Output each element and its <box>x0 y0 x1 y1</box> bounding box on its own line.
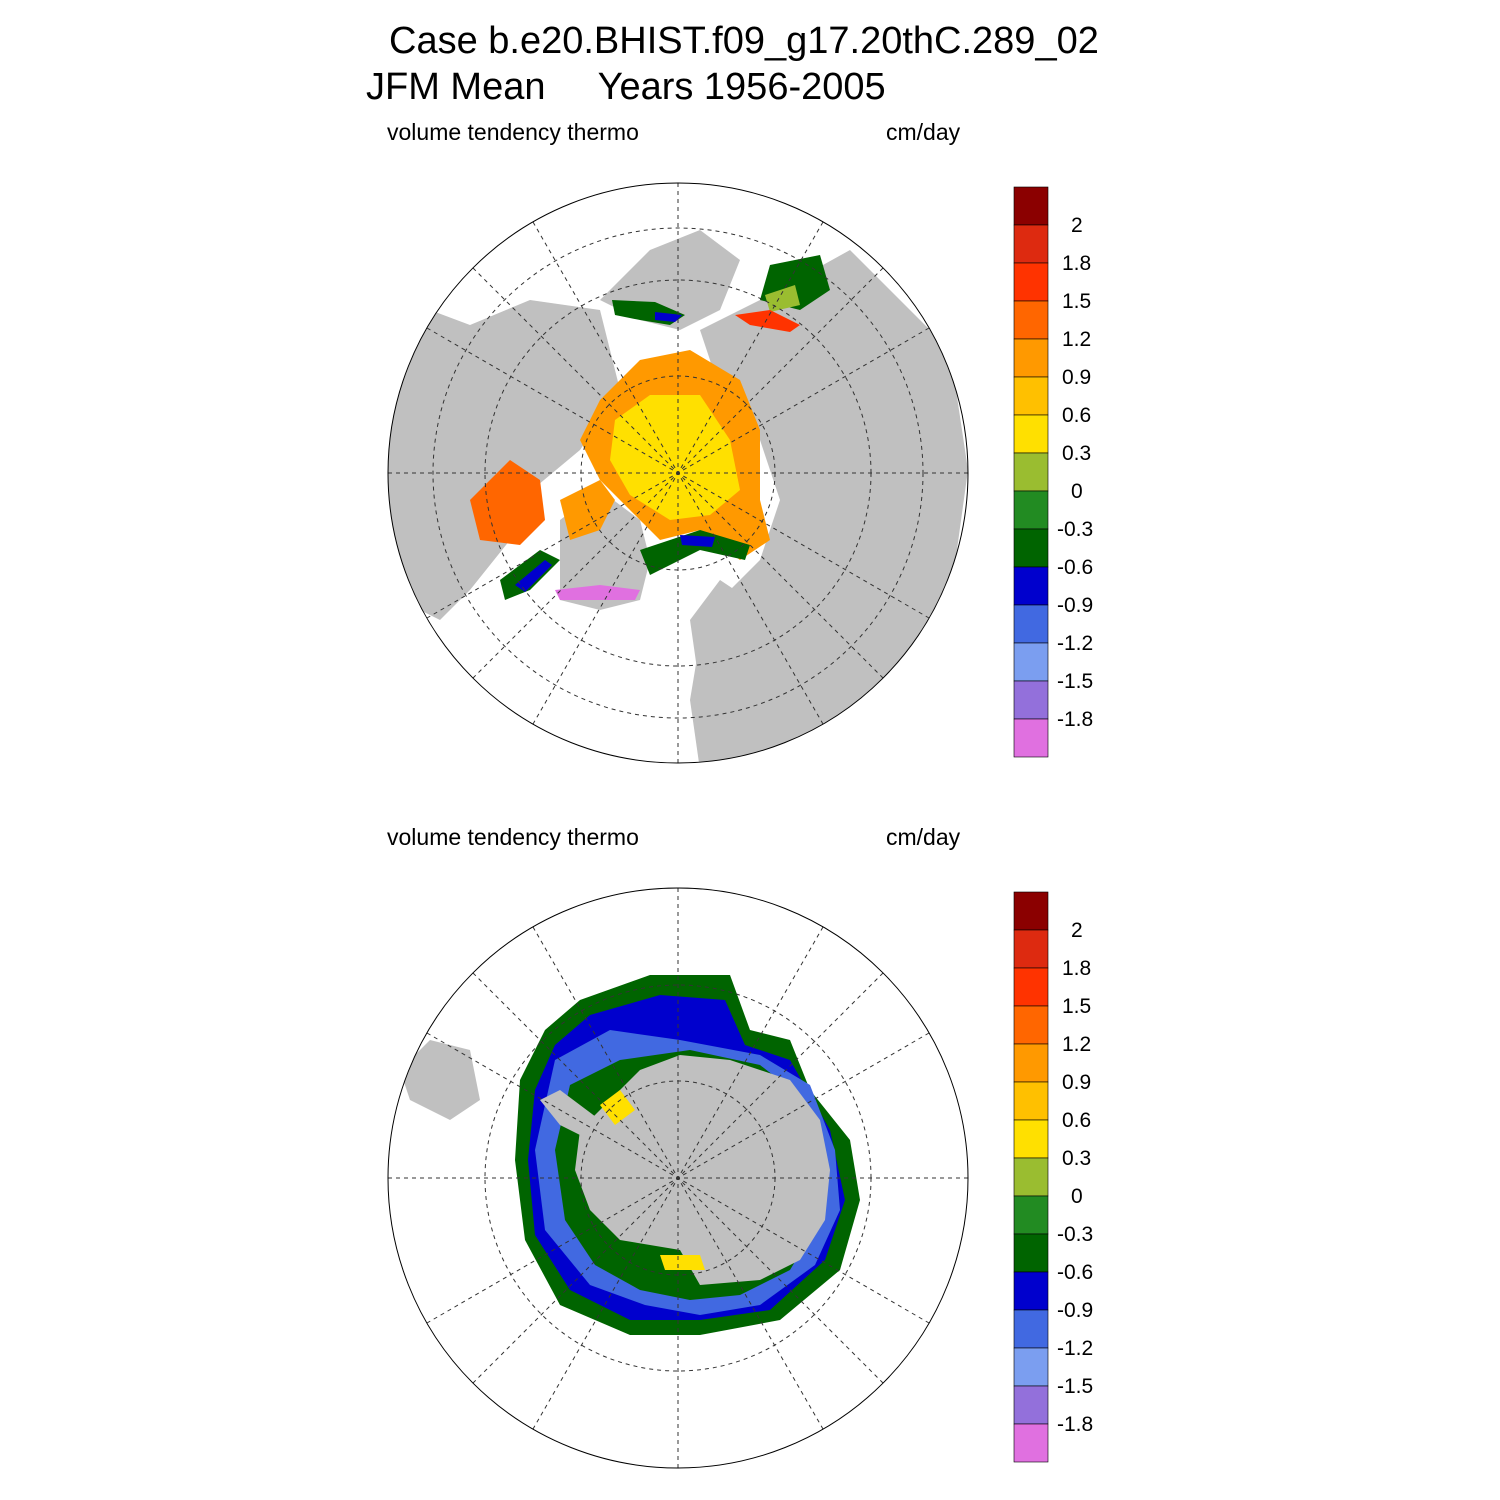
barents-edge-green <box>640 530 750 575</box>
colorbar-north-tick-label: 1.8 <box>1062 252 1091 275</box>
colorbar-south-tick-label: 0.6 <box>1062 1109 1091 1132</box>
colorbar-south-swatch <box>1013 967 1049 1007</box>
arctic-map <box>387 182 969 764</box>
colorbar-south-swatch <box>1013 1309 1049 1349</box>
south-america-tip <box>400 1040 480 1120</box>
colorbar-north-tick-label: -1.5 <box>1057 670 1093 693</box>
colorbar-south-swatch <box>1013 1195 1049 1235</box>
colorbar-south-swatch <box>1013 891 1049 931</box>
antarctic-land-continent <box>575 1055 830 1285</box>
north-variable-label: volume tendency thermo <box>387 119 639 145</box>
colorbar-south-tick-label: -0.3 <box>1057 1223 1093 1246</box>
colorbar-north-swatch <box>1013 338 1049 378</box>
barents-edge-blue <box>680 535 715 547</box>
colorbar-north-swatch <box>1013 452 1049 492</box>
colorbar-north-tick-label: -0.3 <box>1057 518 1093 541</box>
colorbar-south: 2 1.8 1.5 1.2 0.9 0.6 0.3 0 -0.3 -0.6 -0.9 -1.2 -1.5… <box>1013 891 1093 1463</box>
arctic-map-border <box>387 182 969 764</box>
colorbar-north-swatch <box>1013 642 1049 682</box>
colorbar-north-swatch <box>1013 680 1049 720</box>
colorbar-south-swatch <box>1013 1081 1049 1121</box>
baffin-ice <box>560 480 615 540</box>
arctic-ice-yellow <box>610 395 740 520</box>
colorbar-north-tick-label: 2 <box>1071 214 1083 237</box>
colorbar-south-tick-label: -0.6 <box>1057 1261 1093 1284</box>
case-title: Case b.e20.BHIST.f09_g17.20thC.289_02 <box>389 20 1099 62</box>
colorbar-north-swatch <box>1013 376 1049 416</box>
antarctic-map-border <box>387 887 969 1469</box>
colorbar-south-swatch <box>1013 1347 1049 1387</box>
hudson-bay-ice <box>470 460 545 545</box>
colorbar-north-swatch <box>1013 262 1049 302</box>
colorbar-south-swatch <box>1013 1119 1049 1159</box>
colorbar-north-tick-label: -1.8 <box>1057 708 1093 731</box>
colorbar-south-swatch <box>1013 1385 1049 1425</box>
colorbar-north-swatch <box>1013 186 1049 226</box>
colorbar-north-tick-label: -1.2 <box>1057 632 1093 655</box>
colorbar-north-swatch <box>1013 224 1049 264</box>
mean-years-title: JFM Mean Years 1956-2005 <box>366 66 886 108</box>
colorbar-south-swatch <box>1013 1233 1049 1273</box>
colorbar-south-tick-label: -1.8 <box>1057 1413 1093 1436</box>
arctic-graticule <box>388 183 968 763</box>
colorbar-north-tick-label: 0.9 <box>1062 366 1091 389</box>
colorbar-north-tick-label: -0.6 <box>1057 556 1093 579</box>
colorbar-south-tick-label: -1.5 <box>1057 1375 1093 1398</box>
colorbar-south-tick-label: 0.3 <box>1062 1147 1091 1170</box>
colorbar-north-tick-label: 0.6 <box>1062 404 1091 427</box>
arctic-land-north-america <box>388 300 620 620</box>
colorbar-south-tick-label: 1.8 <box>1062 957 1091 980</box>
weddell-yellow <box>600 1090 635 1125</box>
colorbar-north-tick-label: -0.9 <box>1057 594 1093 617</box>
colorbar-north-tick-label: 0.3 <box>1062 442 1091 465</box>
ross-yellow <box>660 1255 705 1270</box>
colorbar-south-swatch <box>1013 1043 1049 1083</box>
colorbar-north-swatch <box>1013 300 1049 340</box>
colorbar-south-tick-label: 1.2 <box>1062 1033 1091 1056</box>
antarctic-peninsula <box>540 1090 600 1140</box>
north-units-label: cm/day <box>886 119 961 145</box>
south-units-label: cm/day <box>886 824 961 850</box>
colorbar-south-swatch <box>1013 1271 1049 1311</box>
colorbar-north-swatch <box>1013 566 1049 606</box>
colorbar-south-tick-label: 1.5 <box>1062 995 1091 1018</box>
greenland-sea-pink <box>555 585 640 600</box>
colorbar-south-swatch <box>1013 1005 1049 1045</box>
south-variable-label: volume tendency thermo <box>387 824 639 850</box>
colorbar-south-tick-label: -1.2 <box>1057 1337 1093 1360</box>
colorbar-north: 2 1.8 1.5 1.2 0.9 0.6 0.3 0 -0.3 -0.6 -0.9 -1.2 -1.5… <box>1013 186 1093 758</box>
kamchatka-edge-red <box>735 310 800 332</box>
colorbar-north-tick-label: 1.5 <box>1062 290 1091 313</box>
colorbar-south-swatch <box>1013 1157 1049 1197</box>
colorbar-south-tick-label: 0.9 <box>1062 1071 1091 1094</box>
antarctic-graticule <box>388 888 968 1468</box>
bering-ice-blue <box>655 312 682 322</box>
antarctic-map <box>387 887 969 1469</box>
colorbar-north-swatch <box>1013 490 1049 530</box>
colorbar-north-tick-label: 1.2 <box>1062 328 1091 351</box>
colorbar-north-swatch <box>1013 718 1049 758</box>
colorbar-north-tick-label: 0 <box>1071 480 1083 503</box>
colorbar-south-tick-label: 2 <box>1071 919 1083 942</box>
colorbar-south-tick-label: -0.9 <box>1057 1299 1093 1322</box>
colorbar-south-swatch <box>1013 929 1049 969</box>
colorbar-north-swatch <box>1013 604 1049 644</box>
colorbar-south-tick-label: 0 <box>1071 1185 1083 1208</box>
labrador-edge-blue <box>515 560 552 592</box>
colorbar-north-swatch <box>1013 414 1049 454</box>
colorbar-south-swatch <box>1013 1423 1049 1463</box>
arctic-land-scandinavia <box>690 580 760 690</box>
colorbar-north-swatch <box>1013 528 1049 568</box>
